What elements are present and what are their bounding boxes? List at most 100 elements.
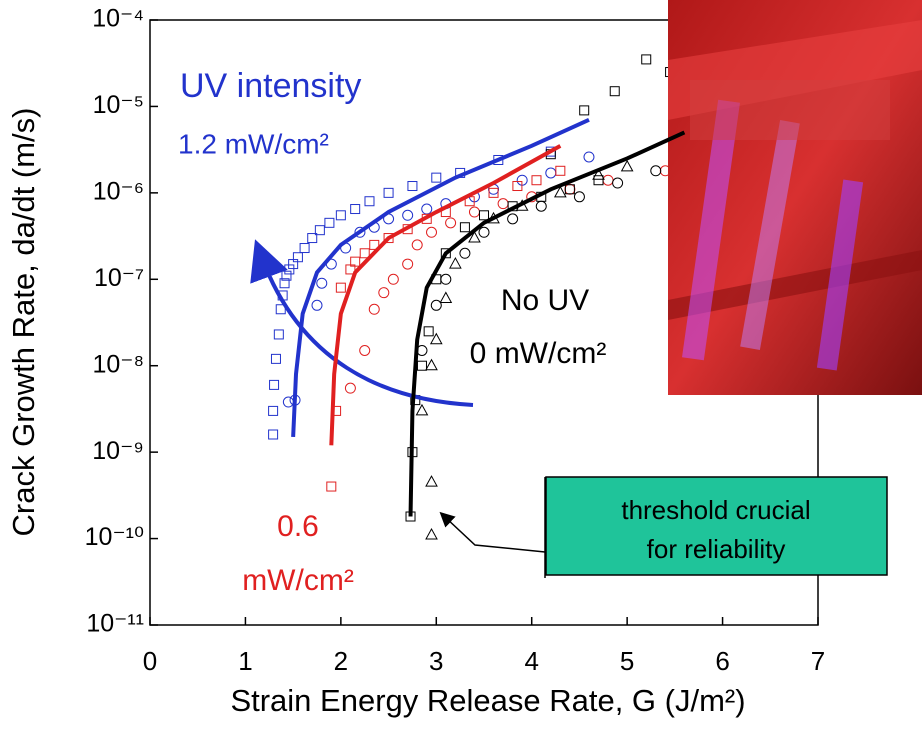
square-point	[593, 175, 604, 186]
circle-point	[421, 203, 433, 215]
triangle-point	[592, 168, 605, 180]
triangle-point	[429, 332, 443, 345]
annotation: mW/cm²	[242, 564, 354, 597]
circle-point	[564, 183, 576, 195]
square-point	[364, 196, 375, 207]
square-point	[423, 326, 434, 337]
circle-point	[583, 151, 595, 163]
circle-point	[535, 200, 547, 212]
square-point	[307, 233, 318, 244]
annotation: threshold crucial	[621, 495, 810, 525]
triangle-point	[439, 291, 453, 303]
x-tick-label: 4	[524, 646, 538, 676]
square-point	[479, 210, 489, 221]
x-axis-title: Strain Energy Release Rate, G (J/m²)	[230, 683, 745, 718]
square-point	[555, 165, 566, 176]
square-point	[416, 360, 427, 371]
x-tick-label: 6	[715, 646, 729, 676]
annotation: UV intensity	[180, 67, 361, 105]
square-point	[369, 239, 380, 250]
annotation: 0 mW/cm²	[470, 337, 607, 370]
square-point	[488, 187, 499, 198]
square-point	[269, 379, 280, 390]
y-tick-label: 10⁻⁶	[93, 177, 144, 205]
uv-arrow	[250, 239, 474, 407]
circle-point	[311, 299, 323, 311]
y-tick-label: 10⁻⁸	[92, 350, 144, 378]
square-point	[326, 481, 337, 492]
x-tick-label: 1	[238, 646, 252, 676]
square-point	[292, 252, 303, 263]
annotation: 1.2 mW/cm²	[178, 128, 329, 159]
y-axis-title: Crack Growth Rate, da/dt (m/s)	[6, 108, 41, 537]
x-tick-label: 7	[811, 646, 825, 676]
square-point	[431, 172, 442, 183]
square-point	[273, 329, 284, 340]
circle-point	[344, 382, 356, 394]
circle-point	[430, 299, 442, 311]
square-point	[407, 181, 418, 192]
y-tick-label: 10⁻⁴	[92, 5, 144, 33]
circle-point	[573, 191, 585, 203]
threshold-arrow	[439, 511, 546, 553]
square-point	[531, 175, 542, 186]
x-tick-label: 3	[429, 646, 443, 676]
triangle-point	[449, 257, 462, 269]
circle-point	[612, 177, 624, 189]
triangle-point	[468, 231, 481, 243]
circle-point	[378, 287, 390, 299]
circle-point	[387, 273, 399, 285]
circle-point	[368, 303, 380, 315]
y-tick-label: 10⁻⁵	[93, 91, 144, 119]
square-point	[275, 304, 286, 315]
triangle-point	[553, 185, 567, 198]
square-point	[350, 204, 361, 215]
annotation: No UV	[501, 284, 589, 317]
square-point	[284, 264, 295, 275]
triangle-point	[425, 527, 438, 540]
square-point	[383, 233, 394, 244]
square-point	[299, 243, 310, 254]
circle-point	[497, 198, 509, 210]
circle-point	[282, 396, 294, 408]
square-point	[270, 353, 281, 364]
triangle-point	[425, 358, 438, 371]
square-point	[459, 222, 470, 233]
fit-line	[329, 144, 562, 446]
circle-point	[426, 226, 438, 238]
square-point	[314, 225, 325, 236]
square-point	[641, 54, 652, 65]
triangle-point	[620, 159, 634, 172]
fit-line	[408, 130, 686, 517]
circle-point	[650, 165, 662, 177]
circle-point	[402, 209, 414, 221]
square-point	[268, 429, 279, 440]
square-point	[335, 210, 346, 221]
square-point	[579, 105, 590, 116]
circle-point	[354, 226, 366, 238]
circle-point	[507, 213, 519, 225]
circle-point	[468, 206, 480, 218]
square-point	[440, 248, 451, 259]
threshold-box	[545, 476, 888, 576]
y-tick-label: 10⁻¹⁰	[85, 523, 144, 551]
circle-point	[316, 277, 328, 289]
x-tick-label: 5	[620, 646, 634, 676]
square-point	[268, 405, 279, 416]
circle-point	[545, 167, 557, 179]
photo-inset	[668, 0, 922, 395]
fit-line	[291, 117, 590, 438]
x-tick-label: 0	[143, 646, 157, 676]
circle-point	[440, 273, 452, 285]
y-tick-label: 10⁻¹¹	[86, 610, 144, 638]
circle-point	[459, 247, 471, 259]
square-point	[350, 256, 361, 267]
circle-point	[478, 226, 490, 238]
square-point	[564, 184, 575, 195]
triangle-point	[415, 403, 429, 416]
square-point	[324, 217, 335, 228]
annotation: 0.6	[277, 510, 319, 543]
square-point	[383, 187, 394, 198]
square-point	[609, 86, 620, 97]
circle-point	[445, 217, 457, 229]
